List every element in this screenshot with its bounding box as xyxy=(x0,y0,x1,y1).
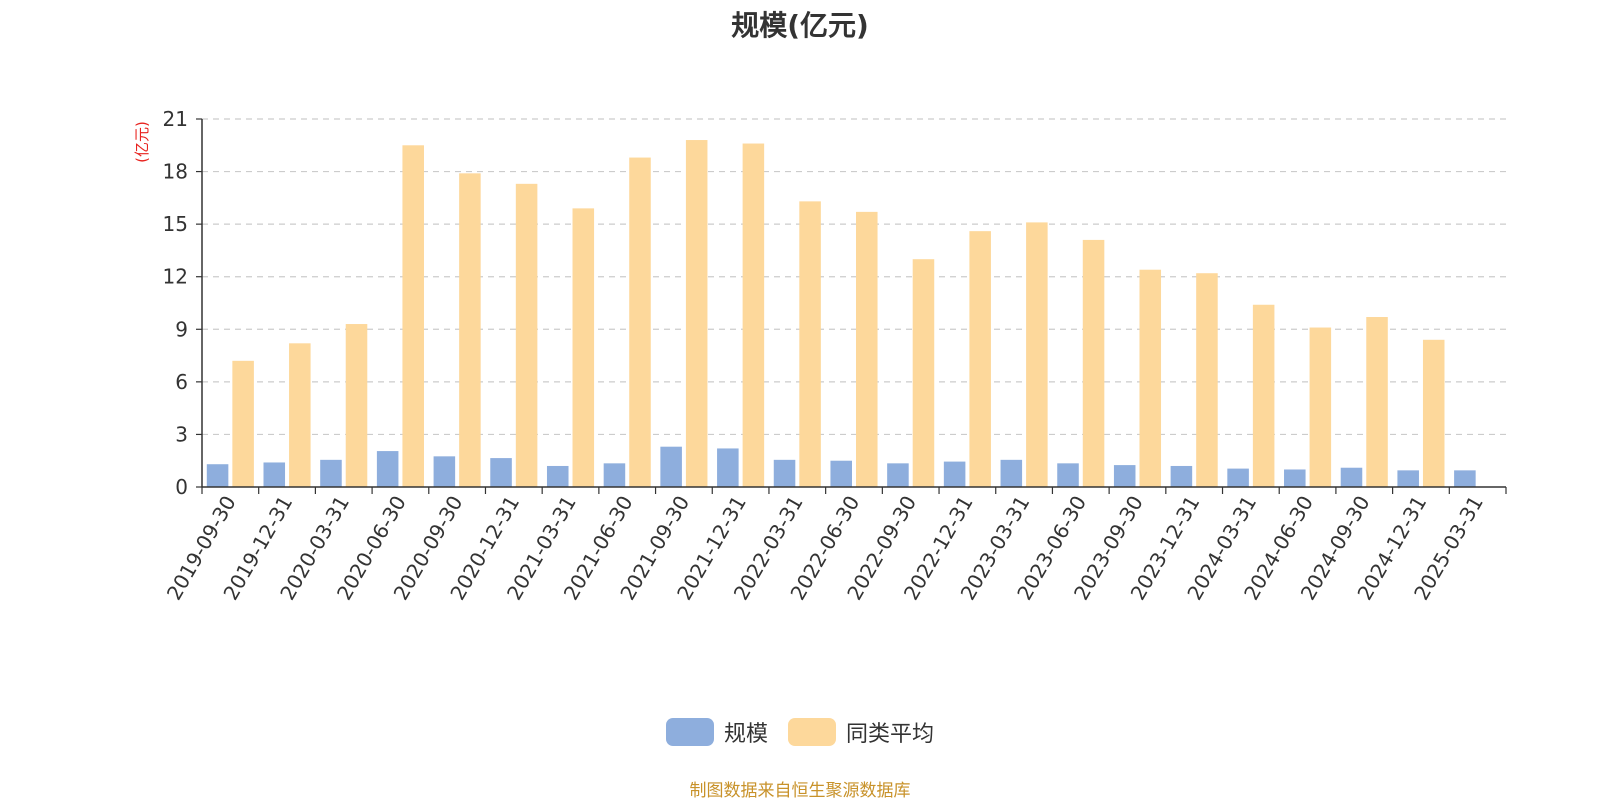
bar-peer-average xyxy=(1196,273,1218,487)
bar-peer-average xyxy=(232,360,254,487)
bar-peer-average xyxy=(345,324,368,487)
bar-peer-average xyxy=(969,231,991,487)
y-tick-label: 15 xyxy=(163,212,188,236)
legend-item-scale[interactable]: 规模 xyxy=(665,716,768,748)
bar-peer-average xyxy=(1252,304,1275,487)
data-source-note: 制图数据来自恒生聚源数据库 xyxy=(689,781,911,801)
bar-scale xyxy=(717,448,739,487)
legend-label-scale: 规模 xyxy=(723,722,768,747)
bar-peer-average xyxy=(515,183,538,488)
bar-scale xyxy=(887,463,909,487)
bar-scale xyxy=(546,465,569,487)
bar-scale xyxy=(1227,468,1249,487)
bar-peer-average xyxy=(1309,327,1332,487)
legend-swatch-scale xyxy=(665,718,714,746)
bar-peer-average xyxy=(856,211,878,487)
bar-scale xyxy=(603,463,626,487)
bar-peer-average xyxy=(459,173,481,488)
bar-scale xyxy=(1113,465,1136,487)
bar-peer-average xyxy=(1139,269,1162,487)
bar-peer-average xyxy=(572,208,595,487)
bar-scale xyxy=(263,462,286,487)
y-tick-label: 9 xyxy=(175,317,188,341)
bar-peer-average xyxy=(1026,222,1048,487)
bar-scale xyxy=(1057,463,1079,487)
bar-scale xyxy=(206,464,229,487)
bar-scale xyxy=(660,446,682,487)
bar-scale xyxy=(433,456,456,487)
bar-scale xyxy=(1170,465,1193,487)
bar-peer-average xyxy=(402,145,424,488)
y-tick-label: 21 xyxy=(163,107,188,131)
y-tick-label: 18 xyxy=(163,160,188,184)
y-tick-label: 3 xyxy=(175,422,188,446)
bar-scale xyxy=(376,451,399,487)
legend: 规模 同类平均 xyxy=(0,716,1600,748)
bar-peer-average xyxy=(1422,339,1445,487)
bar-scale xyxy=(1000,459,1023,487)
bar-peer-average xyxy=(685,140,708,487)
bar-peer-average xyxy=(289,343,311,487)
chart-title: 规模(亿元) xyxy=(731,9,869,42)
bar-peer-average xyxy=(912,259,935,487)
bar-peer-average xyxy=(742,143,765,488)
bar-peer-average xyxy=(1082,239,1105,487)
legend-swatch-peer-average xyxy=(788,718,836,746)
bar-scale xyxy=(1397,470,1419,487)
legend-label-peer-average: 同类平均 xyxy=(846,722,935,747)
y-tick-label: 0 xyxy=(175,475,188,499)
bar-peer-average xyxy=(799,201,821,487)
bar-scale xyxy=(830,460,852,487)
y-tick-label: 12 xyxy=(163,265,188,289)
bar-scale xyxy=(943,461,966,487)
bar-scale xyxy=(320,459,342,487)
bar-scale xyxy=(1454,470,1476,487)
bar-scale xyxy=(773,459,796,487)
y-axis-unit-label: (亿元) xyxy=(133,121,151,163)
bar-peer-average xyxy=(1366,317,1388,487)
y-tick-label: 6 xyxy=(175,370,188,394)
bar-scale xyxy=(1284,469,1306,487)
bar-scale xyxy=(1340,467,1363,487)
bar-peer-average xyxy=(629,157,651,488)
bar-scale xyxy=(490,458,512,487)
legend-item-peer-average[interactable]: 同类平均 xyxy=(788,716,934,748)
